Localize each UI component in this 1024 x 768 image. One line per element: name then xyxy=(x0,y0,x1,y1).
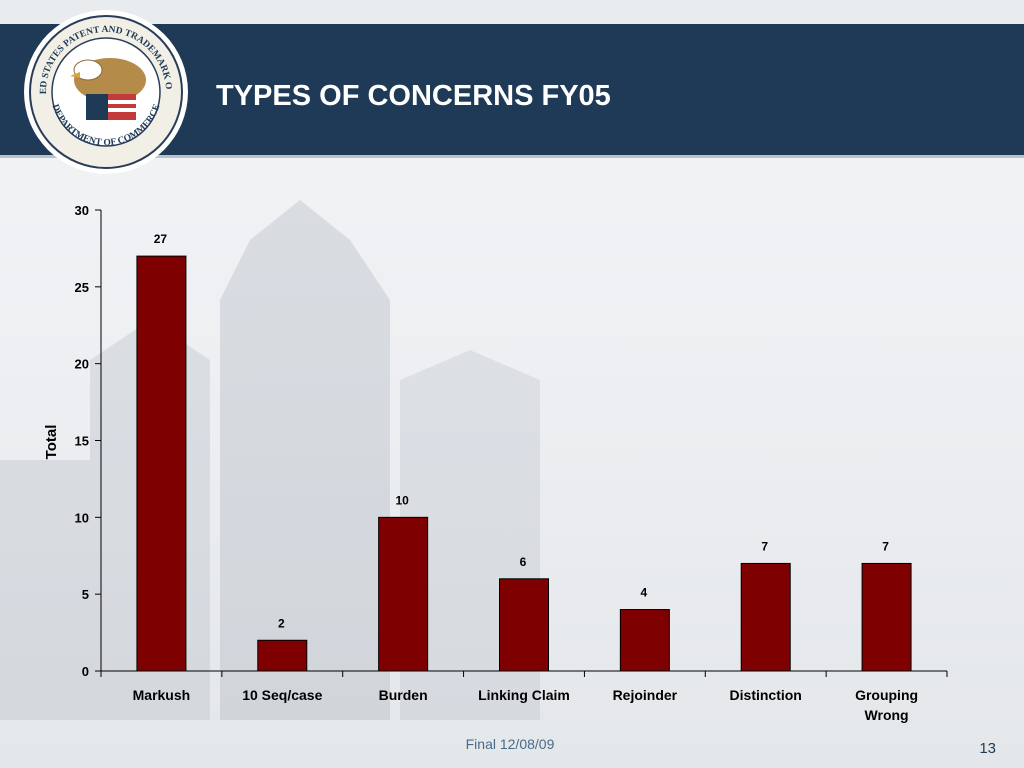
y-tick-label: 25 xyxy=(75,280,89,295)
eagle-icon xyxy=(70,58,146,120)
y-tick-label: 0 xyxy=(82,664,89,679)
y-axis: 0 5 10 15 20 25 30 xyxy=(75,203,102,679)
x-tick-label: Burden xyxy=(379,687,428,703)
data-labels: 27 2 10 6 4 7 7 xyxy=(154,232,889,630)
bar xyxy=(257,639,308,672)
x-tick-label: Grouping Wrong xyxy=(855,687,918,723)
y-axis-title: Total xyxy=(43,425,60,460)
bar xyxy=(378,516,429,672)
bar xyxy=(740,562,791,672)
data-label: 7 xyxy=(761,539,768,553)
data-label: 4 xyxy=(641,586,648,600)
data-label: 2 xyxy=(278,616,285,630)
bar xyxy=(619,609,670,672)
x-tick-label: Distinction xyxy=(730,687,802,703)
uspto-seal: UNITED STATES PATENT AND TRADEMARK OFFIC… xyxy=(22,8,188,174)
y-tick-label: 20 xyxy=(75,357,89,372)
y-tick-label: 10 xyxy=(75,510,89,525)
bar xyxy=(499,578,549,672)
bar xyxy=(136,255,187,672)
bar xyxy=(861,562,912,672)
data-label: 27 xyxy=(154,232,168,246)
header-divider xyxy=(0,155,1024,158)
bar-series xyxy=(136,255,912,672)
y-tick-label: 15 xyxy=(75,434,89,449)
slide-footer: Final 12/08/09 xyxy=(465,736,555,752)
top-strip xyxy=(0,0,1024,24)
x-tick-label: 10 Seq/case xyxy=(242,687,322,703)
x-tick-label: Markush xyxy=(133,687,191,703)
data-label: 7 xyxy=(882,539,889,553)
bar-chart: 0 5 10 15 20 25 30 Markush 10 Seq/case Burden Lin… xyxy=(43,203,948,723)
y-tick-label: 30 xyxy=(75,203,89,218)
x-tick-label: Linking Claim xyxy=(478,687,570,703)
y-tick-label: 5 xyxy=(82,587,89,602)
data-label: 6 xyxy=(520,555,527,569)
page-number: 13 xyxy=(979,740,996,757)
x-tick-label: Rejoinder xyxy=(613,687,678,703)
x-axis: Markush 10 Seq/case Burden Linking Claim Rej… xyxy=(100,670,948,723)
slide-title: TYPES OF CONCERNS FY05 xyxy=(216,80,611,112)
data-label: 10 xyxy=(395,493,409,507)
